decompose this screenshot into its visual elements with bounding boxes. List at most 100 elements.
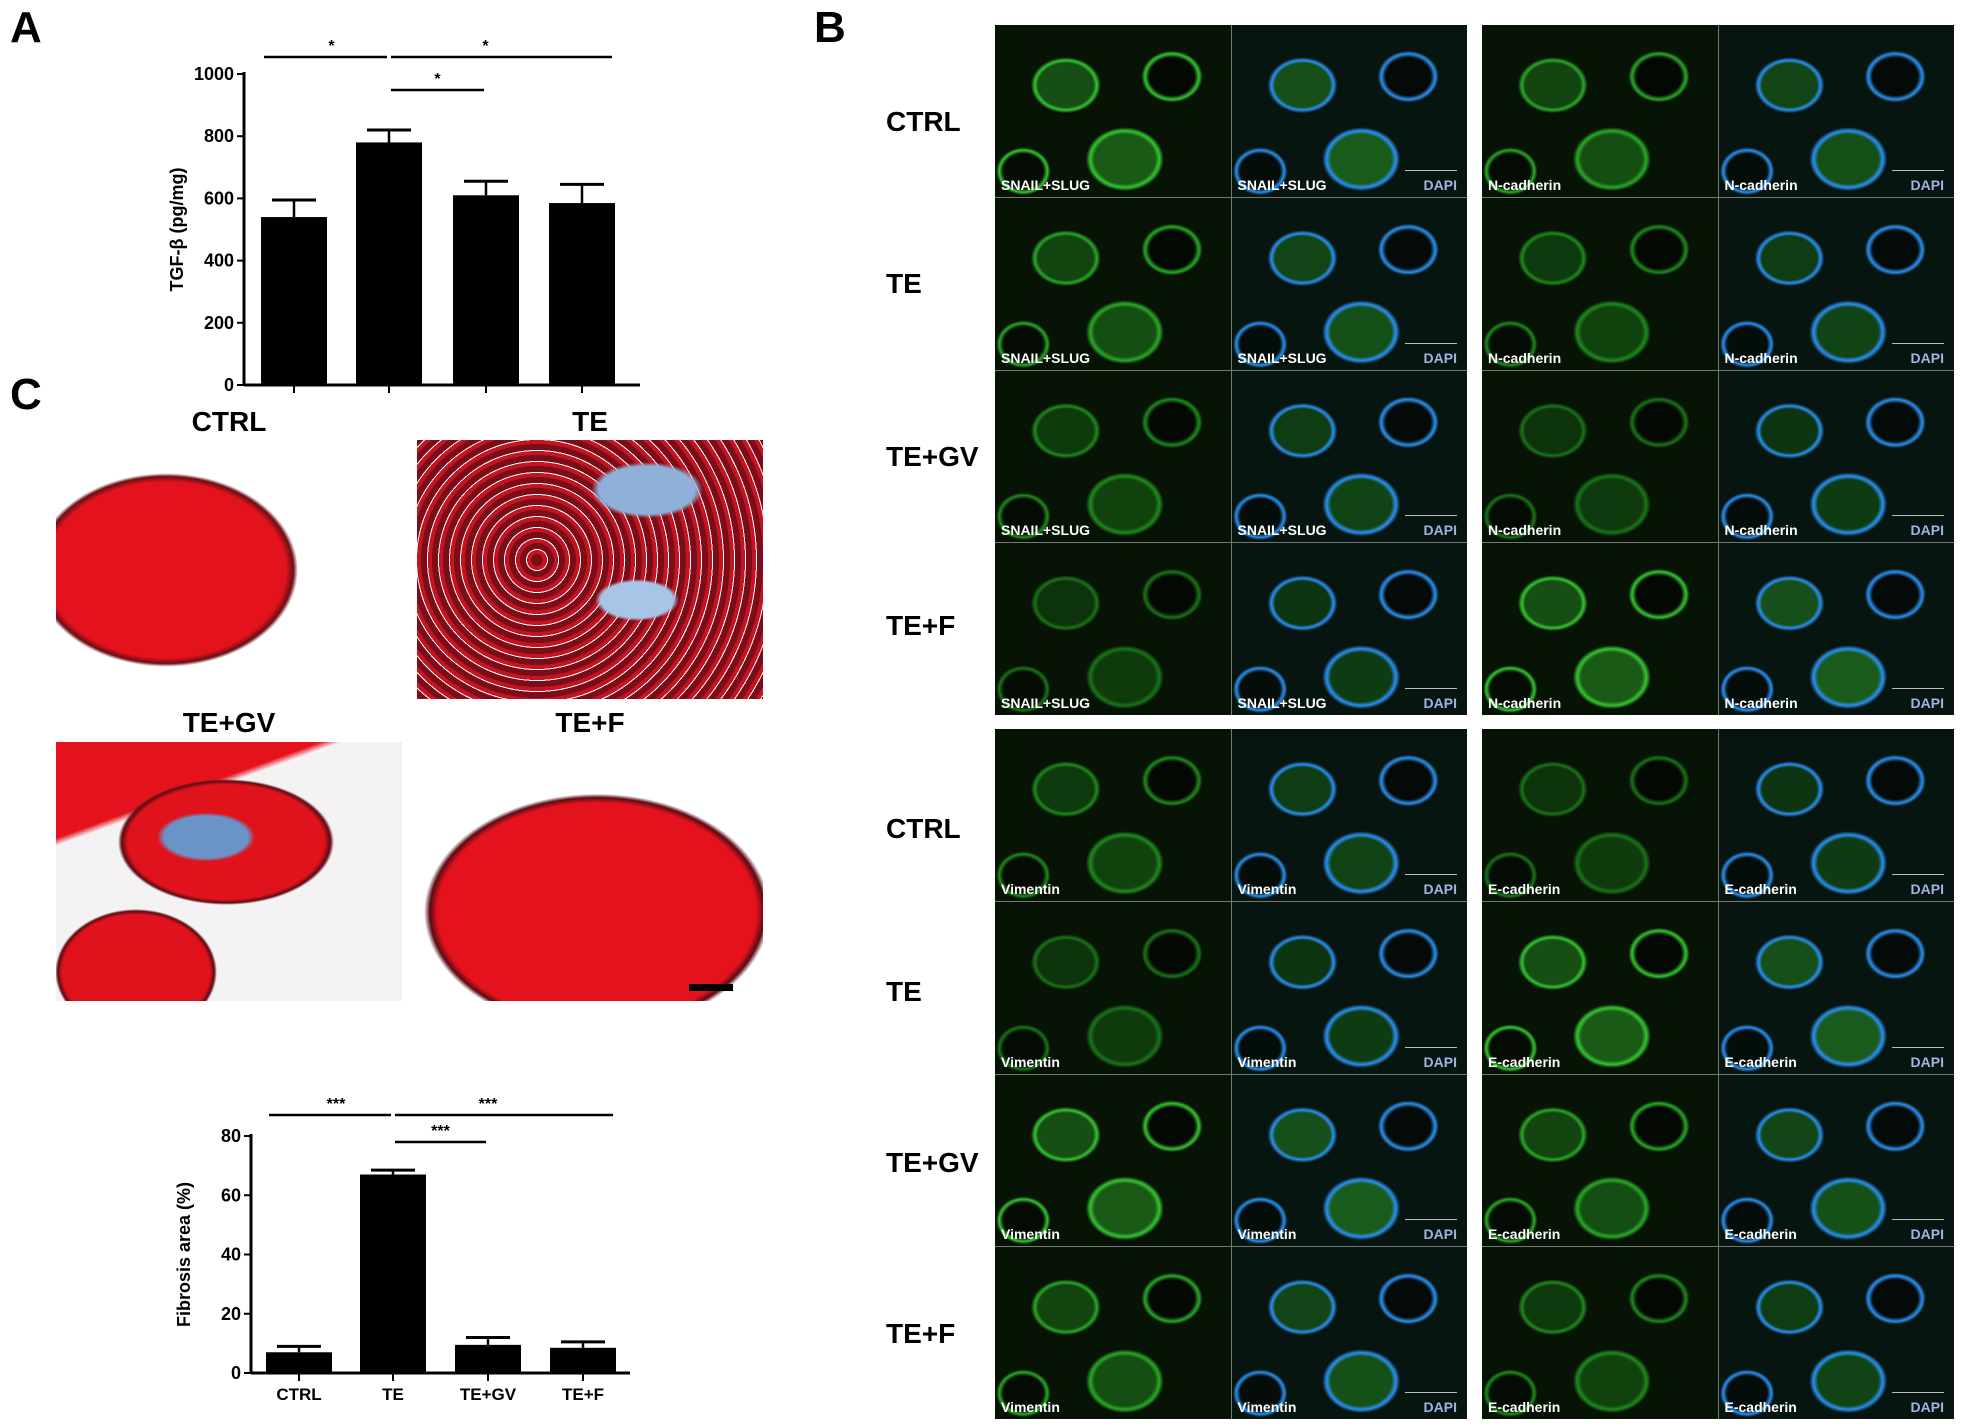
y-tick-label: 400 [204,251,234,271]
stain-label: N-cadherin [1488,349,1562,366]
dapi-label: DAPI [1910,880,1944,897]
x-tick-label: TE+GV [458,397,515,400]
stain-label: E-cadherin [1724,1399,1797,1415]
stain-label: Vimentin [1237,880,1297,897]
row-label-te-top: TE [886,268,922,299]
panel-label-c: C [10,370,42,419]
stain-label: N-cadherin [1488,695,1562,711]
row-label-te-gv-bottom: TE+GV [886,1147,979,1178]
dapi-label: DAPI [1423,1399,1457,1415]
merged-e-cadherin-image-ctrl: E-cadherin DAPI [1718,729,1954,901]
vimentin-image-te: Vimentin [995,901,1231,1074]
stain-label: N-cadherin [1724,522,1798,539]
y-tick-label: 1000 [194,64,234,84]
dapi-label: DAPI [1910,1399,1944,1415]
x-tick-label: TE+F [561,397,603,400]
row-label-te-gv-top: TE+GV [886,441,979,472]
stain-label: E-cadherin [1488,880,1561,897]
scale-bar [1405,873,1457,875]
stain-label: Vimentin [1001,1399,1060,1415]
stain-label: E-cadherin [1488,1053,1561,1070]
bar-ctrl [266,1352,332,1373]
significance-marker: *** [431,1123,450,1140]
x-tick-label: CTRL [271,397,316,400]
bar-ctrl [261,217,327,385]
y-axis-label: TGF-β (pg/mg) [167,168,187,292]
bar-te-f [549,203,615,385]
stain-label: E-cadherin [1488,1226,1561,1243]
histology-image-te-gv [56,742,402,1001]
dapi-label: DAPI [1423,1226,1457,1243]
stain-label: N-cadherin [1724,695,1798,711]
y-axis-label: Fibrosis area (%) [174,1182,194,1327]
merged-snail-slug-image-te: SNAIL+SLUG DAPI [1231,197,1467,370]
row-label-te-f-bottom: TE+F [886,1318,956,1349]
row-label-ctrl-bottom: CTRL [886,813,961,844]
y-tick-label: 40 [221,1245,241,1265]
scale-bar [1405,1392,1457,1393]
merged-vimentin-image-te: Vimentin DAPI [1231,901,1467,1074]
dapi-label: DAPI [1423,880,1457,897]
scale-bar [1892,515,1944,517]
stain-label: SNAIL+SLUG [1237,522,1327,539]
stain-label: N-cadherin [1488,522,1562,539]
scale-bar [1892,1392,1944,1393]
e-cadherin-image-te: E-cadherin [1482,901,1718,1074]
scale-bar [1405,688,1457,689]
merged-snail-slug-image-ctrl: SNAIL+SLUG DAPI [1231,25,1467,197]
histology-title-ctrl: CTRL [191,406,267,437]
merged-snail-slug-image-te-f: SNAIL+SLUG DAPI [1231,543,1467,715]
stain-label: E-cadherin [1724,1226,1797,1243]
n-cadherin-image-grid: N-cadherin N-cadherin DAPI N-cadherin N-cadh… [1482,25,1954,715]
stain-label: N-cadherin [1488,176,1562,193]
stain-label: E-cadherin [1724,1053,1797,1070]
bar-te-gv [455,1344,521,1373]
stain-label: Vimentin [1237,1053,1297,1070]
merged-vimentin-image-ctrl: Vimentin DAPI [1231,729,1467,901]
x-tick-label: TE+GV [460,1385,517,1404]
dapi-label: DAPI [1910,522,1944,539]
dapi-label: DAPI [1910,349,1944,366]
stain-label: Vimentin [1001,1053,1060,1070]
merged-n-cadherin-image-te-f: N-cadherin DAPI [1718,543,1954,715]
stain-label: SNAIL+SLUG [1001,349,1091,366]
scale-bar [1405,1219,1457,1221]
dapi-label: DAPI [1423,1053,1457,1070]
e-cadherin-image-grid: E-cadherin E-cadherin DAPI E-cadherin E-cadh… [1482,729,1954,1419]
snail-slug-image-te: SNAIL+SLUG [995,197,1231,370]
stain-label: SNAIL+SLUG [1237,176,1327,193]
scale-bar [1892,873,1944,875]
significance-marker: *** [327,1096,346,1113]
merged-e-cadherin-image-te-f: E-cadherin DAPI [1718,1247,1954,1419]
stain-label: Vimentin [1001,1226,1060,1243]
x-tick-label: CTRL [276,1385,321,1404]
snail-slug-image-ctrl: SNAIL+SLUG [995,25,1231,197]
stain-label: SNAIL+SLUG [1001,695,1091,711]
bar-te [356,142,422,385]
snail-slug-image-te-f: SNAIL+SLUG [995,543,1231,715]
dapi-label: DAPI [1910,176,1944,193]
snail-slug-image-grid: SNAIL+SLUG SNAIL+SLUG DAPI SNAIL+SLUG SNAIL+… [995,25,1467,715]
histology-image-ctrl [56,440,402,699]
scale-bar [1405,169,1457,171]
dapi-label: DAPI [1910,1226,1944,1243]
vimentin-image-te-gv: Vimentin [995,1074,1231,1247]
x-tick-label: TE [382,1385,404,1404]
merged-vimentin-image-te-gv: Vimentin DAPI [1231,1074,1467,1247]
bar-te-gv [453,195,519,385]
histology-title-te-f: TE+F [555,707,625,738]
merged-n-cadherin-image-te: N-cadherin DAPI [1718,197,1954,370]
e-cadherin-image-ctrl: E-cadherin [1482,729,1718,901]
stain-label: Vimentin [1237,1226,1297,1243]
scale-bar [1405,1046,1457,1048]
stain-label: Vimentin [1001,880,1060,897]
merged-e-cadherin-image-te-gv: E-cadherin DAPI [1718,1074,1954,1247]
tgf-beta-bar-chart: 0 200 400 600 800 1000 CTRL TE TE+GV TE+F * * * TGF-β… [167,38,640,400]
x-tick-label: TE [378,397,400,400]
y-tick-label: 80 [221,1126,241,1146]
significance-marker: * [482,38,489,55]
x-tick-label: TE+F [562,1385,604,1404]
fibrosis-area-bar-chart: 0 20 40 60 80 CTRL TE TE+GV TE+F *** *** *** Fibrosi… [174,1096,630,1404]
snail-slug-image-te-gv: SNAIL+SLUG [995,370,1231,543]
stain-label: N-cadherin [1724,349,1798,366]
